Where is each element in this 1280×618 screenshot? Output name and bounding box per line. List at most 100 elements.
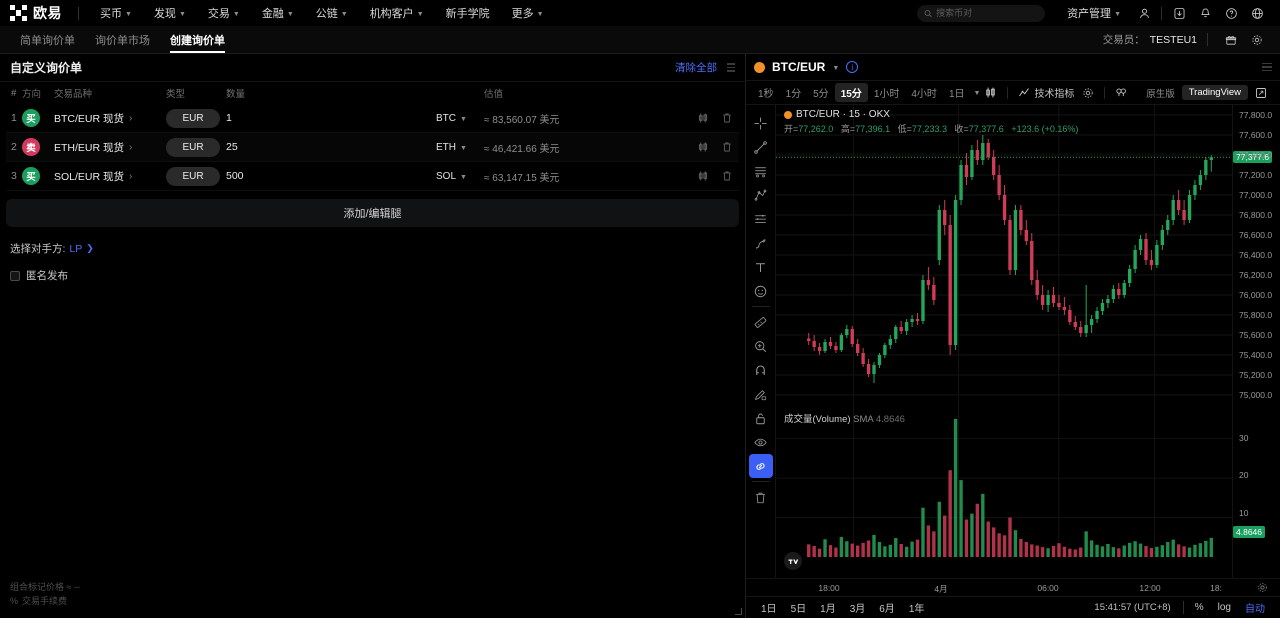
- compare-icon[interactable]: [1111, 86, 1132, 99]
- row-quantity[interactable]: 500: [226, 170, 436, 182]
- text-icon[interactable]: [749, 255, 773, 279]
- range-1y[interactable]: 1年: [908, 604, 925, 615]
- gift-icon[interactable]: [1218, 29, 1244, 51]
- bell-icon[interactable]: [1192, 2, 1218, 24]
- add-edit-leg-button[interactable]: 添加/编辑腿: [6, 199, 739, 227]
- delete-icon[interactable]: [721, 112, 733, 124]
- auto-scale-button[interactable]: 自动: [1245, 604, 1265, 615]
- timeframe-1m[interactable]: 1分: [785, 89, 802, 100]
- table-row[interactable]: 2 卖 ETH/EUR 现货 › EUR 25: [6, 133, 739, 162]
- candlestick-icon[interactable]: [697, 141, 709, 153]
- panel-drag-handle[interactable]: [727, 63, 735, 72]
- tab-simple-rfq[interactable]: 简单询价单: [20, 34, 75, 47]
- direction-badge-buy[interactable]: 买: [22, 167, 40, 185]
- nav-item-public-chain[interactable]: 公链 ▼: [315, 8, 348, 20]
- magnet-icon[interactable]: [749, 358, 773, 382]
- delete-icon[interactable]: [721, 170, 733, 182]
- nav-item-institutional[interactable]: 机构客户 ▼: [369, 8, 424, 20]
- brush-icon[interactable]: [749, 231, 773, 255]
- panel-resize-handle[interactable]: [735, 608, 742, 615]
- nav-item-discover[interactable]: 发现 ▼: [153, 8, 186, 20]
- range-3mo[interactable]: 3月: [849, 604, 866, 615]
- row-type[interactable]: EUR: [166, 166, 226, 186]
- direction-badge-buy[interactable]: 买: [22, 109, 40, 127]
- timeframe-1d[interactable]: 1日: [948, 89, 965, 100]
- counterparty-value[interactable]: LP: [69, 242, 83, 255]
- range-1d[interactable]: 1日: [761, 604, 777, 615]
- counterparty-selector[interactable]: 选择对手方: LP ❯: [10, 241, 745, 256]
- chevron-right-icon[interactable]: ›: [129, 141, 133, 153]
- row-quantity[interactable]: 25: [226, 141, 436, 153]
- log-scale-button[interactable]: log: [1217, 602, 1231, 613]
- clear-all-button[interactable]: 清除全部: [675, 62, 717, 74]
- nav-item-finance[interactable]: 金融 ▼: [261, 8, 294, 20]
- anonymous-publish-toggle[interactable]: 匿名发布: [10, 268, 745, 283]
- okx-logo[interactable]: 欧易: [10, 3, 62, 23]
- row-currency[interactable]: BTC ▼: [436, 113, 484, 124]
- row-symbol[interactable]: ETH/EUR 现货 ›: [54, 140, 166, 155]
- trendline-icon[interactable]: [749, 135, 773, 159]
- table-row[interactable]: 1 买 BTC/EUR 现货 › EUR 1: [6, 104, 739, 133]
- trash-icon[interactable]: [749, 485, 773, 509]
- search-box[interactable]: [917, 4, 1046, 22]
- range-1mo[interactable]: 1月: [820, 604, 836, 615]
- horizontal-lines-icon[interactable]: [749, 159, 773, 183]
- direction-badge-sell[interactable]: 卖: [22, 138, 40, 156]
- row-quantity[interactable]: 1: [226, 112, 436, 124]
- chevron-right-icon[interactable]: ›: [129, 112, 133, 124]
- anonymous-checkbox[interactable]: [10, 270, 20, 281]
- row-direction[interactable]: 买: [22, 167, 54, 185]
- chart-settings-icon[interactable]: [1078, 87, 1098, 99]
- price-axis[interactable]: 77,377.6 4.8646 77,800.0 77,600.0 77,400.0…: [1232, 105, 1280, 578]
- type-pill[interactable]: EUR: [166, 108, 220, 128]
- download-icon[interactable]: [1166, 2, 1192, 24]
- type-pill[interactable]: EUR: [166, 166, 220, 186]
- candlestick-icon[interactable]: [697, 170, 709, 182]
- percent-scale-button[interactable]: %: [1194, 602, 1204, 613]
- quantity-value[interactable]: 25: [226, 141, 238, 153]
- nav-item-more[interactable]: 更多 ▼: [511, 8, 544, 20]
- link-icon[interactable]: [748, 454, 773, 478]
- tab-create-rfq[interactable]: 创建询价单: [160, 26, 235, 53]
- pitchfork-icon[interactable]: [749, 183, 773, 207]
- candlestick-chart[interactable]: [776, 105, 1232, 578]
- candlestick-icon[interactable]: [697, 112, 709, 124]
- eye-icon[interactable]: [749, 430, 773, 454]
- timeframe-15m[interactable]: 15分: [834, 83, 868, 102]
- tab-rfq-market[interactable]: 询价单市场: [95, 34, 150, 47]
- chevron-down-icon[interactable]: ▼: [832, 64, 840, 72]
- fib-retracement-icon[interactable]: [749, 207, 773, 231]
- table-row[interactable]: 3 买 SOL/EUR 现货 › EUR 500: [6, 162, 739, 191]
- ruler-icon[interactable]: [749, 310, 773, 334]
- nav-item-buy-crypto[interactable]: 买币 ▼: [100, 8, 132, 20]
- timeframe-4h[interactable]: 4小时: [911, 89, 937, 100]
- chevron-right-icon[interactable]: ›: [129, 170, 133, 182]
- asset-management-menu[interactable]: 资产管理 ▼: [1067, 8, 1121, 20]
- row-type[interactable]: EUR: [166, 108, 226, 128]
- globe-icon[interactable]: [1244, 2, 1270, 24]
- axis-settings-icon[interactable]: [1257, 582, 1268, 595]
- timeframe-5m[interactable]: 5分: [813, 89, 829, 100]
- panel-divider[interactable]: [745, 54, 746, 618]
- time-axis[interactable]: 18:00 4月 06:00 12:00 18:: [746, 578, 1280, 596]
- row-symbol[interactable]: SOL/EUR 现货 ›: [54, 169, 166, 184]
- timeframe-1s[interactable]: 1秒: [758, 89, 774, 100]
- quantity-value[interactable]: 500: [226, 170, 244, 182]
- row-currency[interactable]: ETH ▼: [436, 142, 484, 153]
- help-icon[interactable]: [1218, 2, 1244, 24]
- user-icon[interactable]: [1131, 2, 1157, 24]
- version-tradingview-button[interactable]: TradingView: [1181, 85, 1248, 100]
- row-direction[interactable]: 卖: [22, 138, 54, 156]
- range-5d[interactable]: 5日: [790, 604, 807, 615]
- indicators-button[interactable]: 技术指标: [1014, 85, 1078, 100]
- emoji-icon[interactable]: [749, 279, 773, 303]
- nav-item-trade[interactable]: 交易 ▼: [207, 8, 240, 20]
- row-currency[interactable]: SOL ▼: [436, 171, 484, 182]
- delete-icon[interactable]: [721, 141, 733, 153]
- info-icon[interactable]: i: [846, 61, 859, 73]
- row-type[interactable]: EUR: [166, 137, 226, 157]
- version-native-button[interactable]: 原生版: [1146, 88, 1175, 100]
- row-direction[interactable]: 买: [22, 109, 54, 127]
- chart-type-icon[interactable]: [980, 86, 1001, 99]
- fullscreen-icon[interactable]: [1248, 82, 1274, 104]
